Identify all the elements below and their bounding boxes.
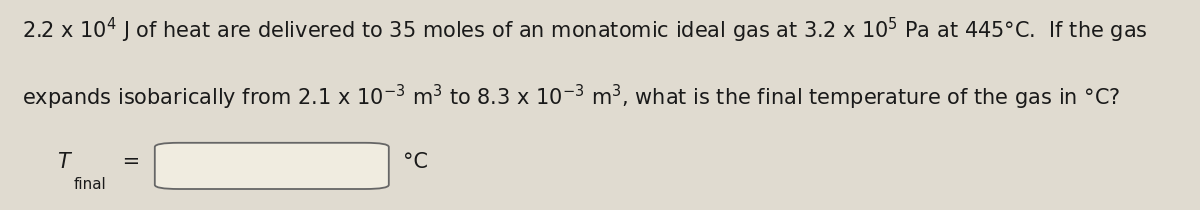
- Text: expands isobarically from 2.1 x 10$^{-3}$ m$^{3}$ to 8.3 x 10$^{-3}$ m$^{3}$, wh: expands isobarically from 2.1 x 10$^{-3}…: [22, 83, 1120, 112]
- Text: 2.2 x 10$^{4}$ J of heat are delivered to 35 moles of an monatomic ideal gas at : 2.2 x 10$^{4}$ J of heat are delivered t…: [22, 15, 1147, 45]
- Text: =: =: [116, 152, 140, 172]
- Text: °C: °C: [403, 152, 428, 172]
- FancyBboxPatch shape: [155, 143, 389, 189]
- Text: T: T: [58, 152, 71, 172]
- Text: final: final: [74, 177, 107, 192]
